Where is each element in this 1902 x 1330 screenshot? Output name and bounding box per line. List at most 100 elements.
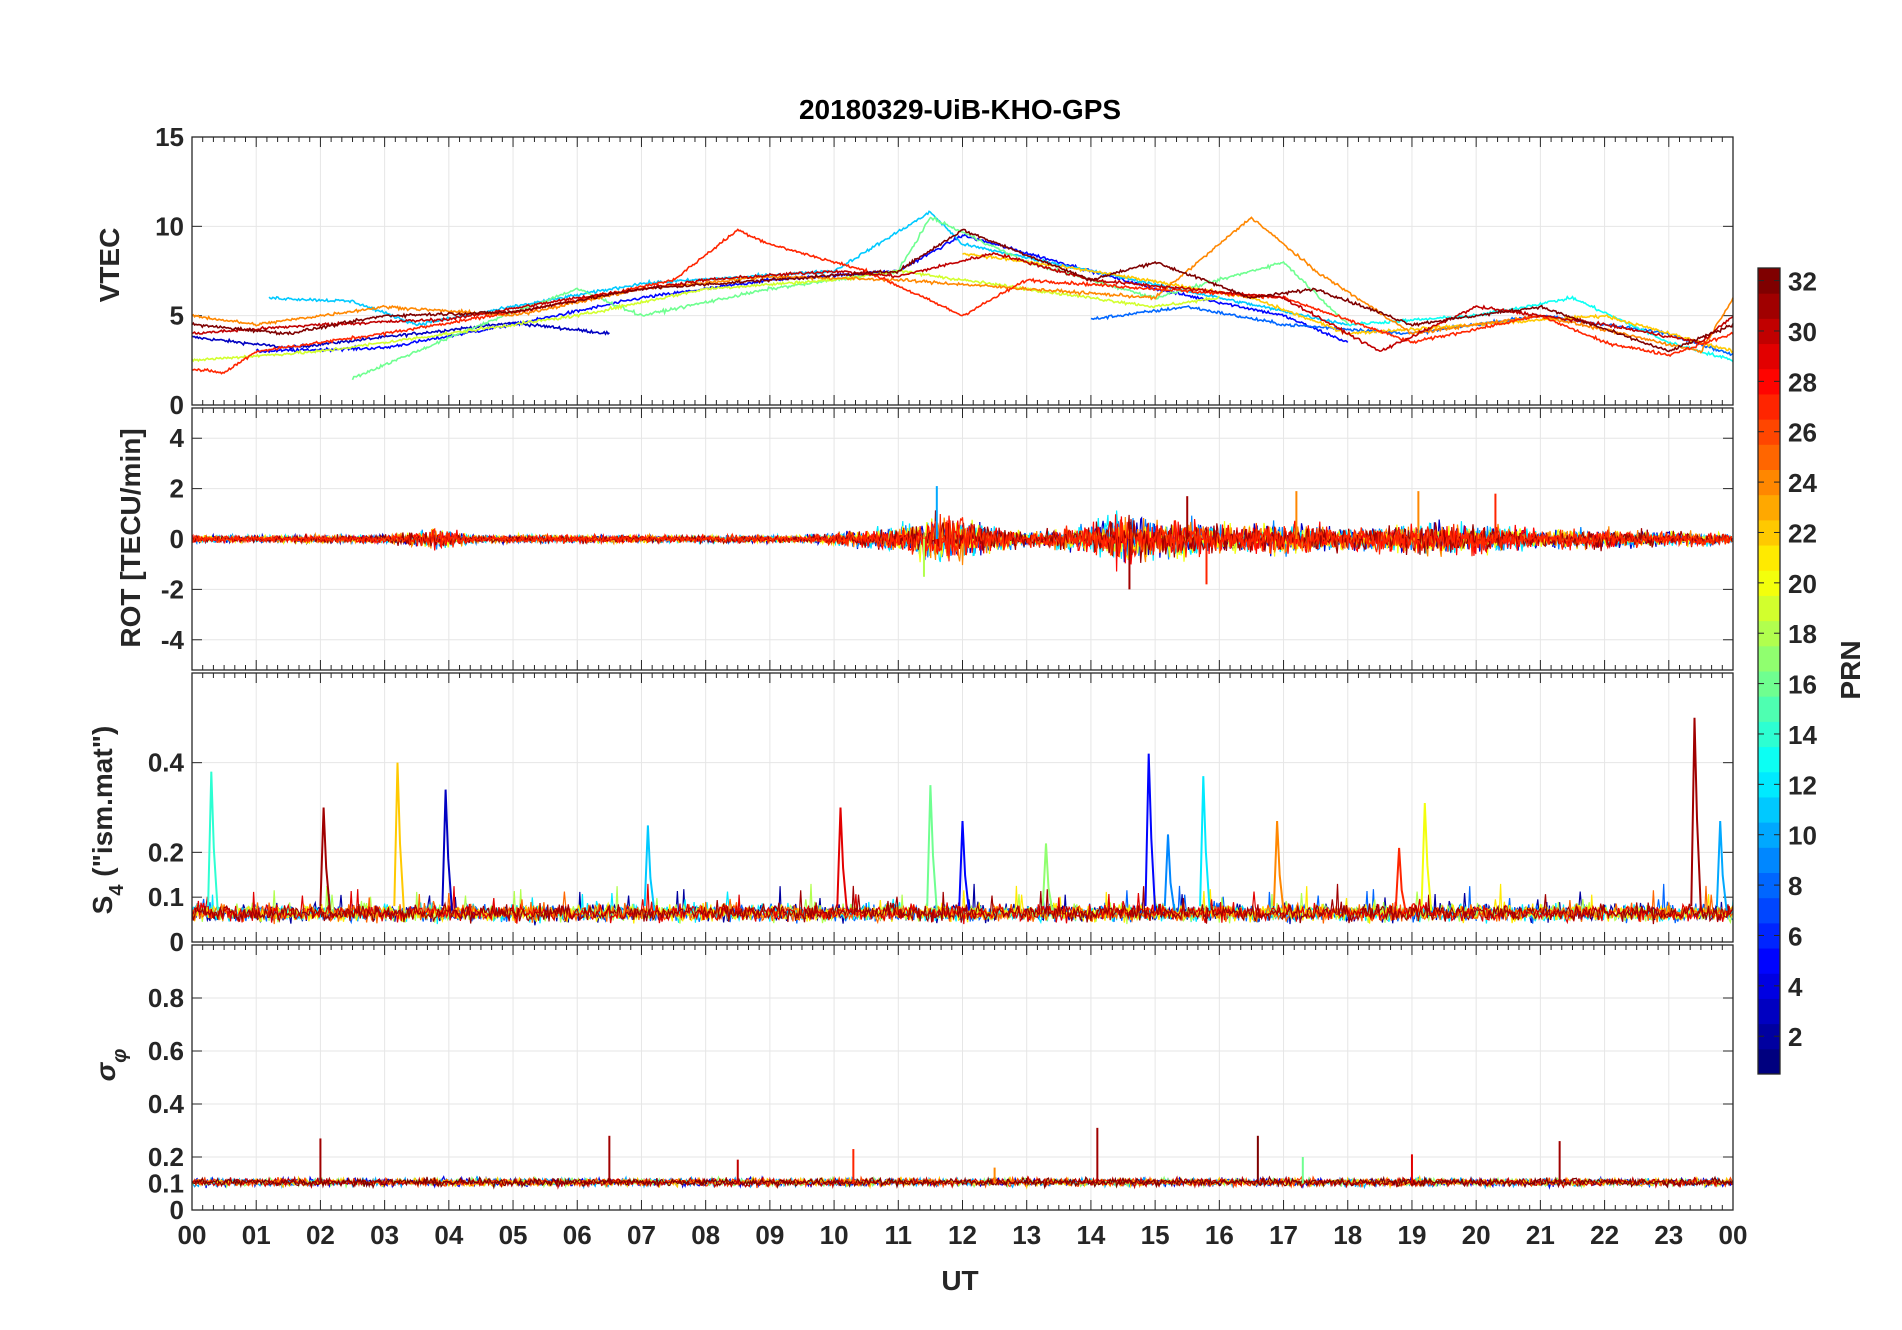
s4-spike xyxy=(319,807,331,911)
colorbar-tick-label: 20 xyxy=(1788,569,1817,599)
colorbar-segment xyxy=(1758,847,1780,873)
s4-spike xyxy=(207,771,219,911)
x-tick-label: 06 xyxy=(563,1220,592,1250)
colorbar-segment xyxy=(1758,469,1780,496)
colorbar-segment xyxy=(1758,595,1780,622)
s4-spike xyxy=(1715,820,1728,911)
y-tick-label: 0.2 xyxy=(148,1142,184,1172)
axes-box xyxy=(191,944,1734,1211)
x-axis-label: UT xyxy=(941,1265,978,1296)
sigma-series-line xyxy=(191,1175,1734,1190)
s4-ylabel: S4 ("ism.mat") xyxy=(87,726,128,915)
vtec-ylabel: VTEC xyxy=(94,228,125,303)
colorbar-segment xyxy=(1758,973,1780,999)
y-tick-label: 0.6 xyxy=(148,1036,184,1066)
s4-spike xyxy=(1144,753,1157,911)
y-tick-label: 0 xyxy=(170,927,184,957)
x-tick-label: 03 xyxy=(370,1220,399,1250)
y-tick-label: 0.2 xyxy=(148,837,184,867)
x-tick-label: 10 xyxy=(820,1220,849,1250)
y-tick-label: 0.1 xyxy=(148,1169,184,1199)
colorbar-segment xyxy=(1758,872,1780,899)
colorbar-tick-label: 4 xyxy=(1788,972,1803,1002)
colorbar-segment xyxy=(1758,545,1780,571)
x-tick-label: 05 xyxy=(499,1220,528,1250)
colorbar-segment xyxy=(1758,771,1780,798)
x-tick-label: 23 xyxy=(1654,1220,1683,1250)
sigma-phi-panel: 00.10.2 0.4 0.6 0.8 xyxy=(148,944,1734,1225)
s4-spike xyxy=(1272,820,1285,911)
x-tick-label: 08 xyxy=(691,1220,720,1250)
colorbar-tick-label: 26 xyxy=(1788,418,1817,448)
s4-spike xyxy=(441,789,453,911)
x-tick-label: 13 xyxy=(1012,1220,1041,1250)
colorbar-segment xyxy=(1758,721,1780,748)
rot-ylabel: ROT [TECU/min] xyxy=(115,428,146,647)
colorbar-tick-label: 2 xyxy=(1788,1022,1802,1052)
colorbar-segment xyxy=(1758,570,1780,596)
colorbar-tick-label: 32 xyxy=(1788,267,1817,297)
y-tick-label: -4 xyxy=(161,625,185,655)
colorbar-segment xyxy=(1758,696,1780,722)
axes-box xyxy=(191,407,1734,671)
colorbar-segment xyxy=(1758,645,1780,672)
colorbar-segment xyxy=(1758,746,1780,773)
x-tick-label: 09 xyxy=(755,1220,784,1250)
y-tick-label: 0.8 xyxy=(148,983,184,1013)
colorbar-segment xyxy=(1758,393,1780,420)
s4-spike xyxy=(1199,776,1211,911)
colorbar-tick-label: 30 xyxy=(1788,317,1817,347)
x-tick-label: 12 xyxy=(948,1220,977,1250)
s4-spike xyxy=(1163,834,1176,911)
colorbar-tick-label: 22 xyxy=(1788,518,1817,548)
colorbar-segment xyxy=(1758,671,1780,697)
y-tick-label: 10 xyxy=(155,211,184,241)
colorbar-segment xyxy=(1758,444,1780,470)
colorbar-tick-label: 12 xyxy=(1788,770,1817,800)
s4-spike xyxy=(643,825,656,911)
axes-box xyxy=(191,136,1734,406)
colorbar-segment xyxy=(1758,948,1780,974)
colorbar-segment xyxy=(1758,494,1780,521)
colorbar-tick-label: 8 xyxy=(1788,871,1802,901)
x-tick-label: 15 xyxy=(1141,1220,1170,1250)
colorbar-tick-label: 28 xyxy=(1788,367,1817,397)
x-tick-label: 20 xyxy=(1462,1220,1491,1250)
colorbar-label: PRN xyxy=(1835,640,1866,699)
s4-panel: 0 0.1 0.2 0.4 xyxy=(148,672,1734,957)
vtec-series-line xyxy=(191,228,1734,353)
y-tick-label: 0.1 xyxy=(148,882,184,912)
colorbar-segment xyxy=(1758,822,1780,848)
vtec-series-line xyxy=(191,228,1734,375)
colorbar-tick-label: 18 xyxy=(1788,619,1817,649)
colorbar-segment xyxy=(1758,796,1780,823)
s4-spike xyxy=(1420,802,1433,911)
colorbar-frame xyxy=(1757,267,1781,1075)
s4-spike xyxy=(1394,847,1407,911)
colorbar-segment xyxy=(1758,897,1780,924)
x-tick-label: 14 xyxy=(1076,1220,1105,1250)
rot-series-line xyxy=(191,513,1733,562)
s4-spike xyxy=(1041,843,1054,911)
x-tick-label: 22 xyxy=(1590,1220,1619,1250)
vtec-panel: 0 5 10 15 xyxy=(155,122,1734,420)
colorbar-tick-label: 16 xyxy=(1788,670,1817,700)
x-tick-label: 17 xyxy=(1269,1220,1298,1250)
vtec-series-line xyxy=(1347,295,1734,363)
y-tick-label: 0.4 xyxy=(148,1089,185,1119)
x-tick-label: 21 xyxy=(1526,1220,1555,1250)
y-tick-label: -2 xyxy=(161,574,184,604)
y-tick-label: 4 xyxy=(170,423,185,453)
colorbar-segment xyxy=(1758,620,1780,647)
x-tick-label: 07 xyxy=(627,1220,656,1250)
chart-title: 20180329-UiB-KHO-GPS xyxy=(799,94,1121,125)
colorbar-segment xyxy=(1758,318,1780,345)
colorbar-segment xyxy=(1758,519,1780,546)
s4-spike xyxy=(836,807,848,911)
x-tick-label: 00 xyxy=(1719,1220,1748,1250)
y-tick-label: 5 xyxy=(170,301,184,331)
rot-panel: -4 -2 0 2 4 xyxy=(161,407,1734,671)
y-tick-label: 15 xyxy=(155,122,184,152)
x-tick-label: 02 xyxy=(306,1220,335,1250)
